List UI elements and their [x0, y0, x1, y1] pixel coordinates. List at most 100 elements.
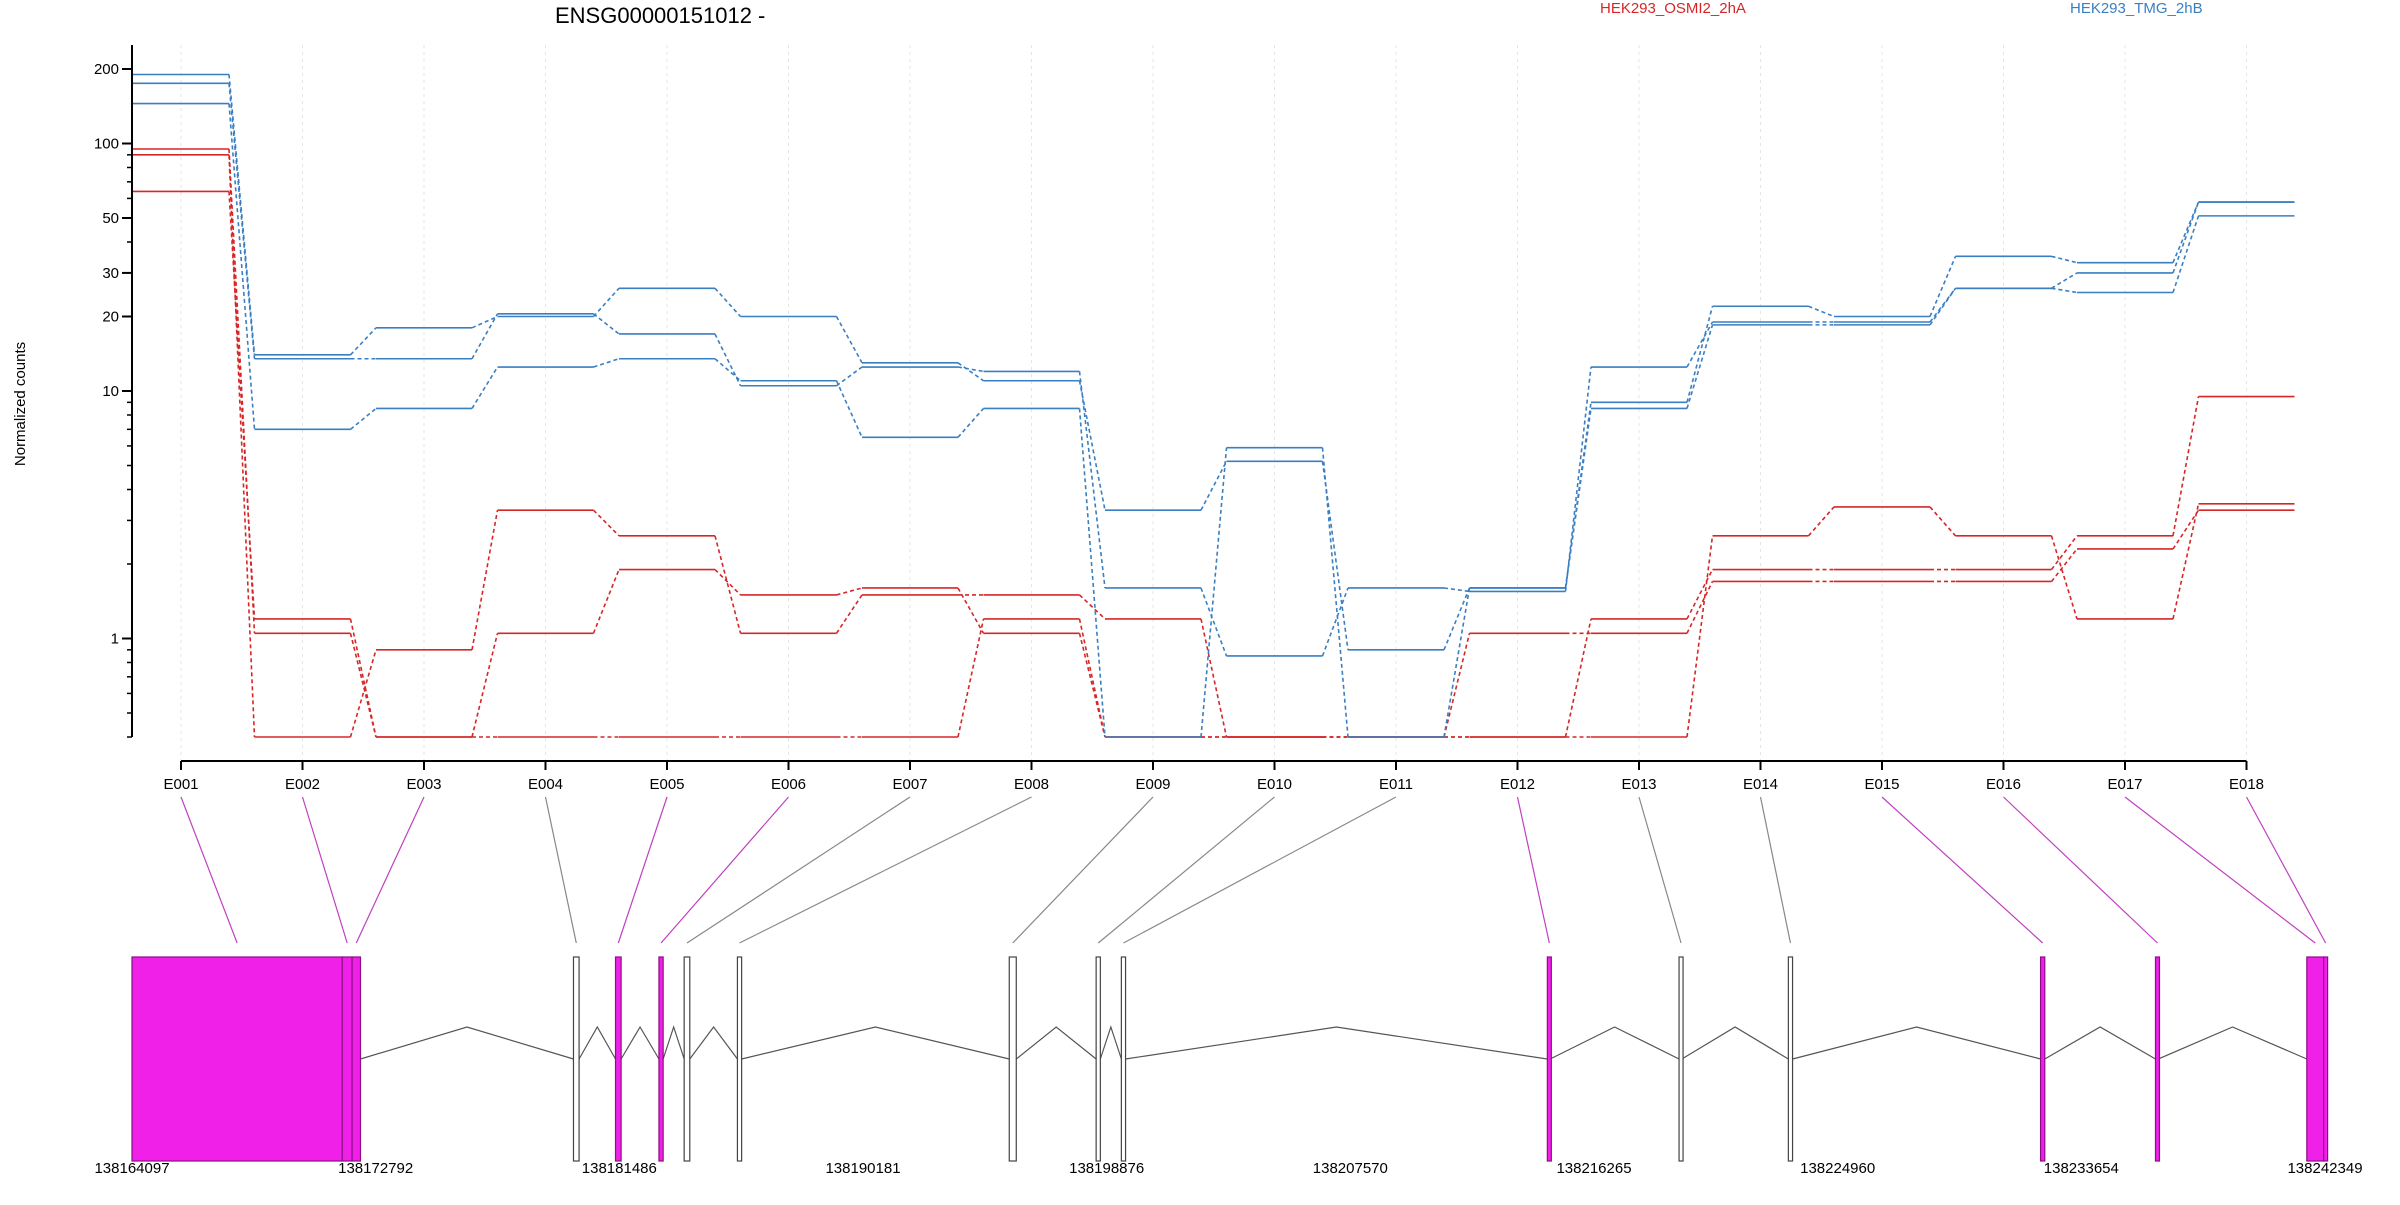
intron-line — [1125, 1026, 1548, 1060]
exon-connector-line — [1638, 796, 1682, 944]
exon-connector-line — [1123, 796, 1397, 944]
exon-connector-line — [544, 796, 577, 944]
y-tick-label: 100 — [94, 135, 119, 152]
series-connector — [1078, 618, 1106, 738]
x-tick-label: E010 — [1257, 776, 1292, 793]
exon-connector-line — [2124, 796, 2316, 944]
series-connector — [2051, 255, 2078, 264]
exon-box — [1008, 956, 1017, 1162]
series-connector — [228, 148, 256, 634]
series-1 — [133, 148, 2295, 738]
exon-box — [2154, 956, 2161, 1162]
series-connector — [835, 594, 863, 634]
intron-line — [2044, 1026, 2156, 1060]
series-connector — [957, 366, 984, 373]
series-connector — [957, 587, 985, 634]
x-tick-label: E013 — [1621, 776, 1656, 793]
exon-connector-line — [686, 796, 911, 944]
series-connector — [1078, 633, 1106, 738]
y-tick-label: 50 — [102, 210, 119, 227]
series-connector — [592, 287, 620, 318]
legend-label-osmi2: HEK293_OSMI2_2hA — [1600, 0, 1746, 17]
series-connector — [349, 618, 377, 738]
y-tick-label: 200 — [94, 61, 119, 78]
intron-line — [741, 1026, 1010, 1060]
genomic-tick-label: 138181486 — [582, 1160, 657, 1177]
x-tick-label: E017 — [2107, 776, 2142, 793]
gene-model — [131, 956, 2329, 1162]
series-connector — [1321, 587, 1349, 657]
exon-box — [1120, 956, 1127, 1162]
genomic-tick-label: 138207570 — [1313, 1160, 1388, 1177]
series-connector — [2051, 272, 2078, 289]
series-connector — [471, 315, 498, 329]
legend-label-tmg: HEK293_TMG_2hB — [2070, 0, 2203, 17]
exon-box — [614, 956, 622, 1162]
exon-box — [658, 956, 664, 1162]
genomic-tick-label: 138233654 — [2044, 1160, 2119, 1177]
x-tick-label: E006 — [771, 776, 806, 793]
exon-box — [2306, 956, 2325, 1162]
exon-connector-line — [301, 796, 348, 944]
series-connector — [1807, 506, 1835, 537]
series-6 — [133, 102, 2295, 738]
series-connector — [471, 633, 499, 738]
series-connector — [228, 191, 256, 619]
intron-line — [662, 1025, 685, 1060]
chart-title: ENSG00000151012 - — [555, 3, 765, 28]
series-connector — [1929, 506, 1957, 537]
genomic-tick-label: 138224960 — [1800, 1160, 1875, 1177]
x-tick-label: E011 — [1379, 776, 1413, 793]
exon-connector-line — [660, 796, 789, 944]
exon-connector-line — [2003, 796, 2158, 944]
x-tick-label: E015 — [1864, 776, 1899, 793]
series-connector — [1686, 569, 1714, 620]
series-connector — [957, 407, 985, 438]
x-tick-label: E016 — [1986, 776, 2021, 793]
x-tick-label: E002 — [285, 776, 320, 793]
series-connector — [228, 103, 256, 430]
exon-connector-line — [1012, 796, 1154, 944]
series-connector — [1686, 535, 1714, 738]
exon-box — [2323, 956, 2329, 1162]
series-connector — [1443, 587, 1471, 651]
series-5 — [133, 82, 2295, 657]
series-connector — [349, 649, 377, 738]
y-tick-label: 1 — [111, 631, 119, 648]
series-connector — [2050, 535, 2078, 620]
intron-line — [689, 1025, 738, 1060]
intron-line — [1549, 1026, 1680, 1060]
series-connector — [471, 313, 499, 360]
x-tick-label: E018 — [2229, 776, 2264, 793]
series-connector — [2172, 396, 2200, 536]
series-connector — [1321, 447, 1349, 738]
intron-line — [1681, 1026, 1789, 1060]
y-axis-label: Normalized counts — [12, 342, 29, 466]
series-connector — [1078, 371, 1106, 589]
genomic-tick-label: 138198876 — [1069, 1160, 1144, 1177]
series-connector — [714, 358, 742, 382]
series-connector — [2051, 287, 2078, 294]
series-group — [133, 73, 2295, 738]
series-connector — [1564, 366, 1592, 592]
genomic-tick-label: 138172792 — [338, 1160, 413, 1177]
series-connector — [592, 569, 620, 634]
series-connector — [1564, 408, 1592, 589]
exon-box — [1546, 956, 1552, 1162]
exon-connector-line — [1881, 796, 2044, 944]
x-tick-label: E008 — [1014, 776, 1049, 793]
series-connector — [1078, 408, 1106, 738]
series-connector — [349, 407, 377, 430]
series-connector — [957, 362, 984, 382]
exon-box — [341, 956, 353, 1162]
exon-box — [2039, 956, 2046, 1162]
x-tick-label: E003 — [406, 776, 441, 793]
genomic-tick-label: 138164097 — [94, 1160, 169, 1177]
series-connector — [714, 287, 742, 318]
series-connector — [1686, 306, 1714, 403]
series-connector — [471, 510, 499, 650]
series-3 — [133, 190, 2295, 738]
series-connector — [1200, 587, 1228, 657]
series-connector — [836, 366, 863, 387]
